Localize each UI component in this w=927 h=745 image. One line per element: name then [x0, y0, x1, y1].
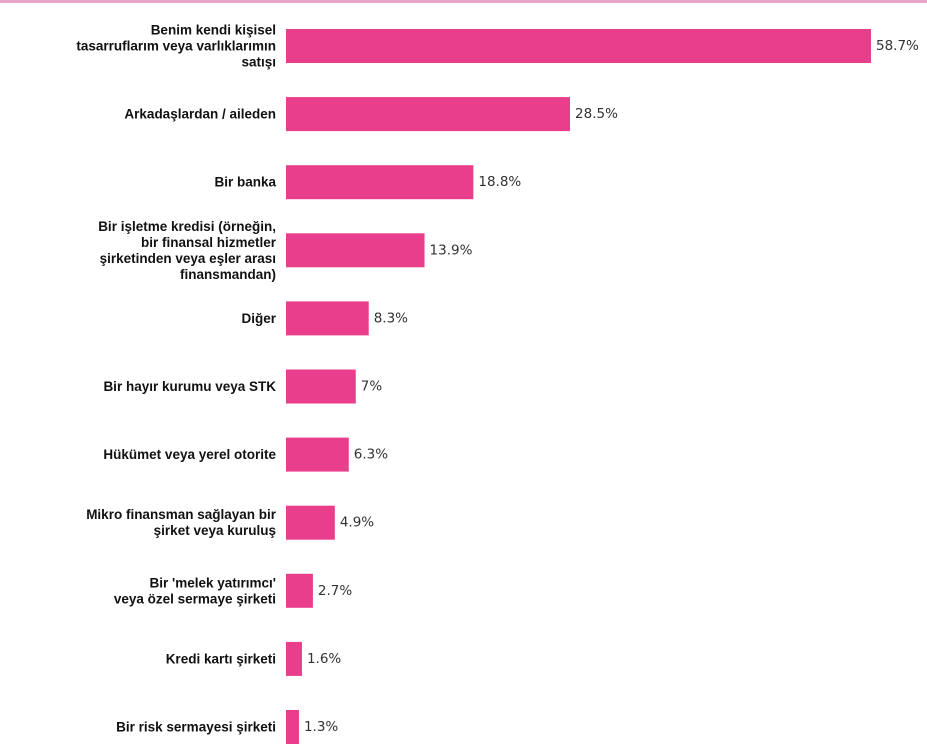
category-label-line: Bir banka — [214, 175, 276, 190]
category-label-4: Diğer — [241, 311, 276, 326]
category-label-line: satışı — [241, 55, 276, 70]
category-label-6: Hükümet veya yerel otorite — [103, 447, 276, 462]
category-label-1: Arkadaşlardan / aileden — [124, 107, 276, 122]
value-label-2: 18.8% — [478, 174, 521, 190]
category-label-line: Bir 'melek yatırımcı' — [150, 575, 276, 590]
category-label-line: şirketinden veya eşler arası — [100, 251, 276, 266]
category-label-line: finansmandan) — [180, 267, 276, 282]
bar-8 — [286, 573, 313, 608]
bar-4 — [286, 301, 369, 336]
value-label-10: 1.3% — [304, 719, 338, 735]
category-label-5: Bir hayır kurumu veya STK — [103, 379, 276, 394]
value-label-7: 4.9% — [340, 515, 374, 531]
category-label-9: Kredi kartı şirketi — [166, 651, 276, 666]
category-label-0: Benim kendi kişisel tasarruflarım veya va… — [76, 23, 276, 70]
category-label-line: Hükümet veya yerel otorite — [103, 447, 276, 462]
category-label-line: Kredi kartı şirketi — [166, 651, 276, 666]
value-label-1: 28.5% — [575, 106, 618, 122]
category-label-line: bir finansal hizmetler — [141, 235, 277, 250]
value-label-3: 13.9% — [430, 242, 473, 258]
bar-6 — [286, 437, 349, 472]
category-label-line: Arkadaşlardan / aileden — [124, 107, 276, 122]
value-label-4: 8.3% — [374, 310, 408, 326]
category-label-10: Bir risk sermayesi şirketi — [116, 720, 276, 735]
category-label-line: tasarruflarım veya varlıklarımın — [76, 39, 276, 54]
category-label-8: Bir 'melek yatırımcı' veya özel sermaye ş… — [114, 575, 276, 606]
bar-9 — [286, 641, 302, 676]
category-label-line: şirket veya kuruluş — [154, 523, 276, 538]
top-rule — [0, 0, 927, 3]
bar-10 — [286, 710, 299, 744]
category-label-2: Bir banka — [214, 175, 276, 190]
value-label-5: 7% — [361, 379, 383, 395]
value-label-8: 2.7% — [318, 583, 352, 599]
bar-2 — [286, 165, 474, 200]
bar-1 — [286, 97, 571, 132]
category-label-line: Bir işletme kredisi (örneğin, — [98, 219, 276, 234]
bar-3 — [286, 233, 425, 268]
category-label-3: Bir işletme kredisi (örneğin, bir finansa… — [98, 219, 277, 282]
category-label-line: Bir hayır kurumu veya STK — [103, 379, 276, 394]
category-label-line: Diğer — [241, 311, 276, 326]
bar-7 — [286, 505, 335, 540]
value-label-9: 1.6% — [307, 651, 341, 667]
category-label-line: veya özel sermaye şirketi — [114, 591, 276, 606]
category-label-line: Bir risk sermayesi şirketi — [116, 720, 276, 735]
category-label-line: Mikro finansman sağlayan bir — [86, 507, 277, 522]
category-label-line: Benim kendi kişisel — [151, 23, 276, 38]
bar-0 — [286, 29, 871, 63]
bar-5 — [286, 369, 356, 404]
category-label-7: Mikro finansman sağlayan bir şirket veya … — [86, 507, 277, 538]
value-label-0: 58.7% — [876, 38, 919, 54]
value-label-6: 6.3% — [354, 447, 388, 463]
